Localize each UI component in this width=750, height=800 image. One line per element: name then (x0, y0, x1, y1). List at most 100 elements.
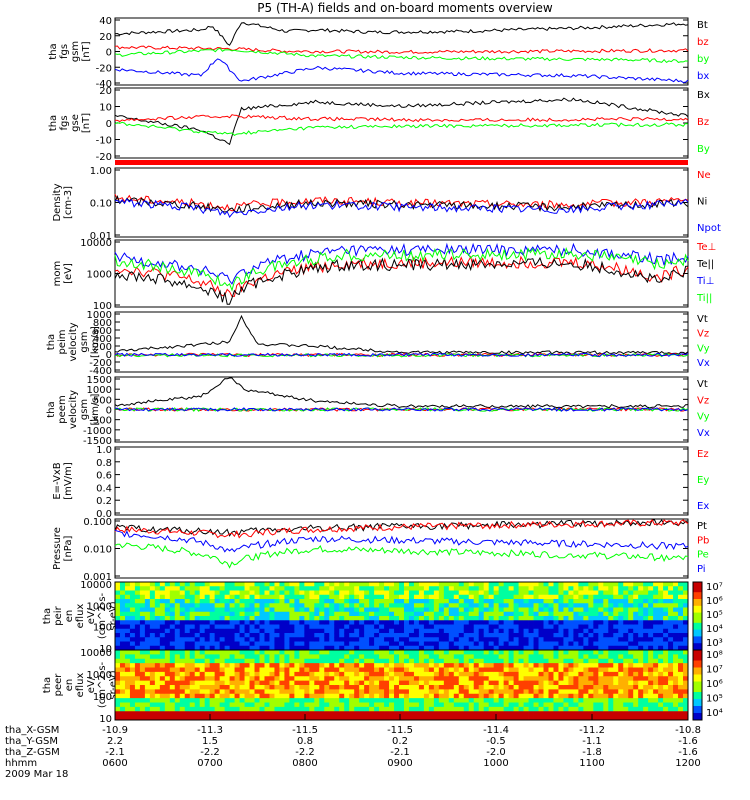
heatmap-cell (618, 698, 624, 703)
heatmap-cell (488, 607, 495, 613)
heatmap-cell (124, 582, 131, 587)
heatmap-cell (254, 698, 260, 703)
heatmap-cell (668, 676, 674, 682)
heatmap-cell (224, 590, 230, 596)
heatmap-cell (124, 671, 131, 677)
heatmap-cell (533, 671, 539, 677)
heatmap-cell (503, 680, 510, 686)
heatmap-cell (658, 590, 664, 596)
heatmap-cell (194, 676, 201, 682)
heatmap-cell (274, 637, 280, 642)
heatmap-cell (443, 685, 450, 690)
heatmap-cell (593, 603, 599, 608)
heatmap-cell (603, 582, 609, 587)
heatmap-cell (154, 667, 161, 673)
heatmap-cell (603, 590, 609, 596)
heatmap-cell (309, 582, 315, 587)
series-line-Npot (114, 198, 689, 218)
heatmap-cell (553, 663, 559, 668)
heatmap-cell (159, 616, 166, 621)
heatmap-cell (593, 663, 599, 668)
heatmap-cell (413, 586, 420, 591)
heatmap-cell (144, 586, 151, 591)
heatmap-cell (468, 586, 475, 591)
heatmap-cell (119, 637, 126, 642)
heatmap-cell (134, 633, 141, 638)
heatmap-cell (598, 607, 604, 613)
heatmap-cell (379, 611, 385, 617)
y-axis-label: velocity (68, 390, 79, 429)
heatmap-cell (488, 654, 495, 660)
heatmap-cell (204, 650, 211, 655)
heatmap-cell (443, 620, 450, 625)
heatmap-cell (299, 715, 305, 721)
heatmap-cell (443, 628, 450, 634)
heatmap-cell (229, 586, 235, 591)
heatmap-cell (394, 582, 400, 587)
legend-entry: Ne (697, 170, 711, 181)
heatmap-cell (169, 663, 176, 668)
heatmap-cell (274, 641, 280, 647)
heatmap-cell (428, 698, 435, 703)
heatmap-cell (184, 685, 191, 690)
heatmap-cell (144, 607, 151, 613)
heatmap-cell (354, 637, 360, 642)
heatmap-cell (638, 603, 644, 608)
heatmap-cell (244, 650, 250, 655)
heatmap-cell (523, 594, 529, 600)
heatmap-cell (394, 650, 400, 655)
heatmap-cell (144, 671, 151, 677)
heatmap-cell (468, 582, 475, 587)
heatmap-cell (294, 633, 300, 638)
heatmap-cell (264, 607, 270, 613)
heatmap-cell (189, 628, 196, 634)
heatmap-cell (169, 693, 176, 699)
heatmap-cell (683, 698, 689, 703)
heatmap-cell (568, 663, 574, 668)
heatmap-cell (653, 594, 659, 600)
heatmap-cell (244, 676, 250, 682)
heatmap-cell (483, 671, 490, 677)
heatmap-cell (573, 706, 579, 712)
heatmap-cell (289, 693, 295, 699)
heatmap-cell (518, 711, 524, 717)
footer-value: 0700 (197, 758, 222, 769)
heatmap-cell (498, 689, 505, 695)
heatmap-cell (403, 689, 410, 695)
y-tick-label: -10 (96, 136, 112, 147)
legend-entry: Vx (697, 358, 710, 369)
heatmap-cell (668, 586, 674, 591)
heatmap-cell (239, 658, 245, 664)
heatmap-cell (613, 685, 619, 690)
heatmap-cell (533, 645, 539, 651)
heatmap-cell (413, 667, 420, 673)
heatmap-cell (229, 663, 235, 668)
heatmap-cell (149, 607, 156, 613)
heatmap-cell (139, 667, 146, 673)
heatmap-cell (553, 702, 559, 708)
heatmap-cell (254, 706, 260, 712)
heatmap-cell (219, 685, 226, 690)
heatmap-cell (164, 599, 171, 604)
heatmap-cell (354, 667, 360, 673)
heatmap-cell (433, 620, 440, 625)
heatmap-cell (379, 654, 385, 660)
heatmap-cell (583, 711, 589, 717)
heatmap-cell (463, 715, 470, 721)
heatmap-cell (124, 603, 131, 608)
heatmap-cell (643, 671, 649, 677)
heatmap-cell (214, 671, 221, 677)
heatmap-cell (608, 603, 614, 608)
heatmap-cell (264, 628, 270, 634)
heatmap-cell (413, 715, 420, 721)
heatmap-cell (598, 633, 604, 638)
heatmap-cell (254, 702, 260, 708)
heatmap-cell (354, 654, 360, 660)
heatmap-cell (423, 702, 430, 708)
heatmap-cell (149, 611, 156, 617)
heatmap-cell (174, 616, 181, 621)
heatmap-cell (359, 582, 365, 587)
heatmap-cell (229, 654, 235, 660)
heatmap-cell (389, 715, 395, 721)
heatmap-cell (653, 693, 659, 699)
